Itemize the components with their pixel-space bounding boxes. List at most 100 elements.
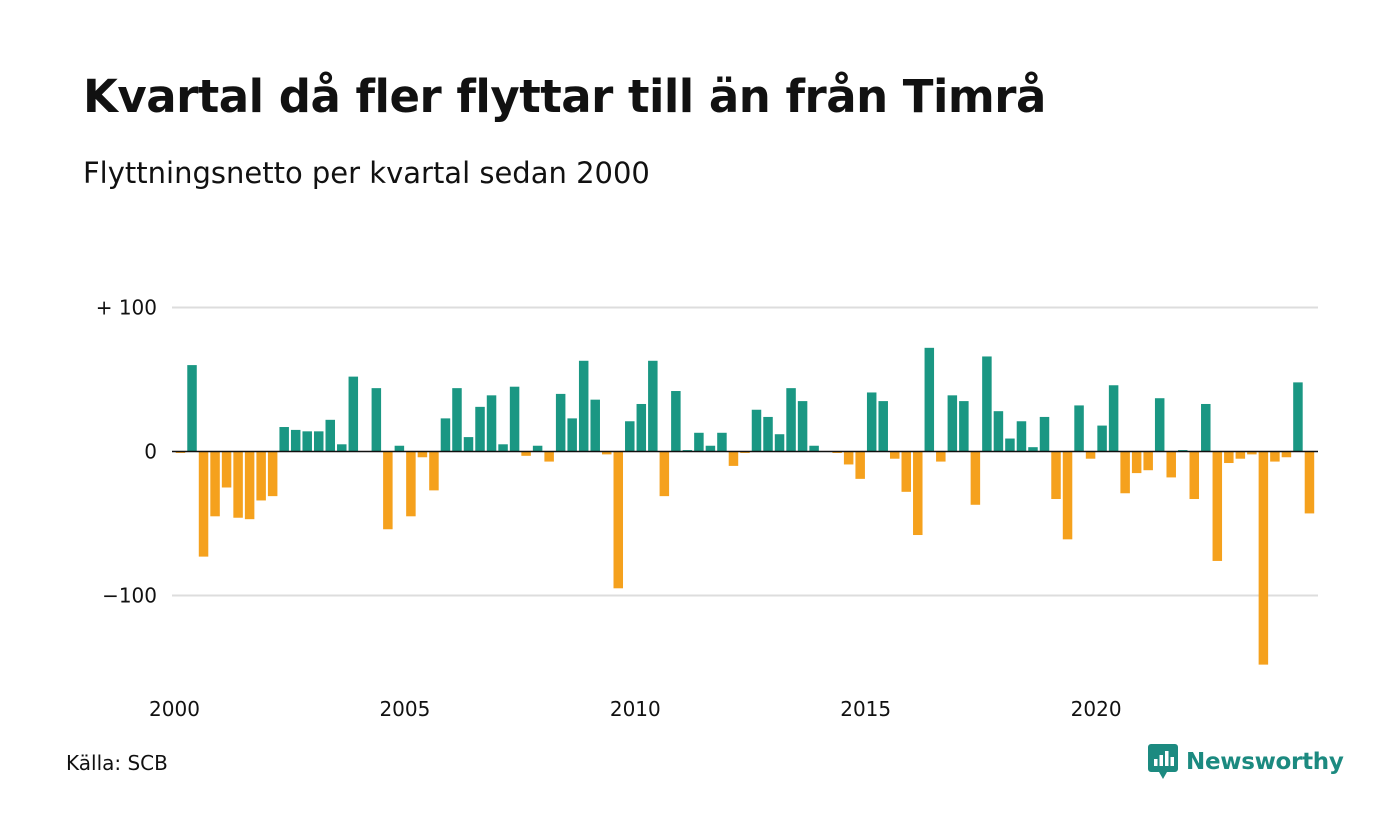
bar xyxy=(1108,385,1119,452)
y-tick-label: −100 xyxy=(102,584,157,608)
bar xyxy=(993,411,1004,452)
bar xyxy=(313,431,324,452)
bar xyxy=(1304,451,1315,514)
bar xyxy=(947,395,958,452)
bar xyxy=(244,451,255,520)
bar xyxy=(1212,451,1223,561)
x-tick-label: 2015 xyxy=(840,697,891,721)
bar xyxy=(1062,451,1073,540)
bar xyxy=(417,451,428,458)
bar xyxy=(590,399,600,452)
bar xyxy=(1235,451,1246,459)
bar xyxy=(532,445,543,452)
bar xyxy=(1270,451,1280,462)
bar xyxy=(1085,451,1096,459)
bar xyxy=(751,409,762,452)
x-tick-label: 2020 xyxy=(1071,697,1122,721)
bar xyxy=(1051,451,1061,500)
bar xyxy=(855,451,865,479)
brand-name: Newsworthy xyxy=(1186,749,1344,775)
x-axis-ticks: 2000 2005 2010 2015 2020 xyxy=(149,697,1122,721)
y-tick-label: 0 xyxy=(144,440,157,464)
bar xyxy=(544,451,554,462)
x-tick-label: 2005 xyxy=(379,697,430,721)
bar xyxy=(221,451,232,488)
bar xyxy=(694,432,704,452)
bar xyxy=(648,360,658,452)
bar xyxy=(763,416,773,452)
y-axis-ticks: + 100 0 −100 xyxy=(96,296,157,608)
bar xyxy=(198,451,209,557)
gridlines xyxy=(172,306,1318,597)
bar xyxy=(901,451,912,492)
bar xyxy=(187,365,197,452)
bar xyxy=(1247,451,1257,455)
bar xyxy=(613,451,624,589)
bar xyxy=(866,392,877,452)
bar xyxy=(233,451,243,518)
bar xyxy=(509,386,520,452)
bar xyxy=(636,403,647,452)
bar xyxy=(383,451,393,530)
bar xyxy=(1143,451,1153,471)
bar xyxy=(924,347,935,452)
source-label: Källa: SCB xyxy=(66,751,168,775)
bar xyxy=(625,421,635,452)
bar xyxy=(348,376,359,452)
bar xyxy=(705,445,716,452)
bar xyxy=(1189,451,1200,500)
bar xyxy=(659,451,670,497)
newsworthy-icon xyxy=(1148,744,1178,779)
bar xyxy=(279,427,289,452)
bar xyxy=(1074,405,1084,452)
bar xyxy=(555,393,566,452)
bar xyxy=(267,451,278,497)
bar xyxy=(406,451,416,517)
bar xyxy=(889,451,900,459)
bar xyxy=(843,451,854,465)
bar xyxy=(371,388,382,452)
bar xyxy=(959,401,969,452)
bar xyxy=(452,388,462,452)
bar xyxy=(302,431,312,452)
bar xyxy=(1154,398,1165,452)
bar xyxy=(913,451,923,536)
bar xyxy=(601,451,612,455)
bar xyxy=(1224,451,1234,464)
bar xyxy=(1120,451,1130,494)
chart-title: Kvartal då fler flyttar till än från Tim… xyxy=(83,70,1046,123)
bar xyxy=(486,395,497,452)
bar xyxy=(1039,416,1050,452)
chart-subtitle: Flyttningsnetto per kvartal sedan 2000 xyxy=(83,156,650,190)
bar xyxy=(982,356,992,452)
x-tick-label: 2000 xyxy=(149,697,200,721)
bars xyxy=(175,347,1315,665)
bar xyxy=(717,432,727,452)
bar xyxy=(970,451,981,505)
bar xyxy=(1131,451,1142,474)
bar xyxy=(440,418,451,452)
bar xyxy=(463,437,474,452)
bar xyxy=(671,391,681,452)
bar xyxy=(728,451,739,466)
bar xyxy=(256,451,266,501)
bar xyxy=(290,429,301,452)
bar xyxy=(786,388,796,452)
bar xyxy=(498,444,508,452)
bar xyxy=(1097,425,1107,452)
bar xyxy=(1281,451,1292,458)
bar xyxy=(1005,438,1015,452)
bar xyxy=(475,406,485,452)
bar xyxy=(1166,451,1176,478)
y-tick-label: + 100 xyxy=(96,296,157,320)
bar xyxy=(1016,421,1027,452)
x-tick-label: 2010 xyxy=(610,697,661,721)
bar xyxy=(936,451,946,462)
bar xyxy=(1293,382,1303,452)
bar xyxy=(429,451,439,491)
bar xyxy=(809,445,819,452)
bar xyxy=(774,434,785,452)
bar xyxy=(325,419,336,452)
bar xyxy=(878,401,888,452)
bar xyxy=(1201,403,1211,452)
